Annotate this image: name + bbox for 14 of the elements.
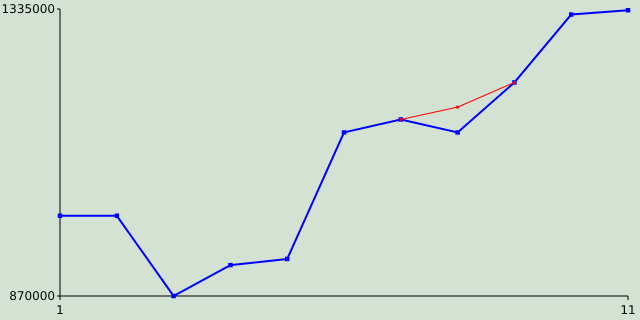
point [284, 256, 290, 262]
point [171, 294, 176, 298]
point [342, 130, 346, 135]
point [114, 214, 120, 218]
point [568, 12, 574, 17]
point [456, 106, 460, 109]
y-tick-label: 1335000 [2, 2, 55, 16]
point [228, 262, 233, 268]
point [58, 214, 62, 218]
x-tick-label: 1 [56, 303, 64, 317]
x-tick-label: 11 [620, 303, 636, 317]
point [626, 8, 630, 12]
point [455, 130, 460, 135]
y-tick-label: 870000 [9, 289, 55, 304]
